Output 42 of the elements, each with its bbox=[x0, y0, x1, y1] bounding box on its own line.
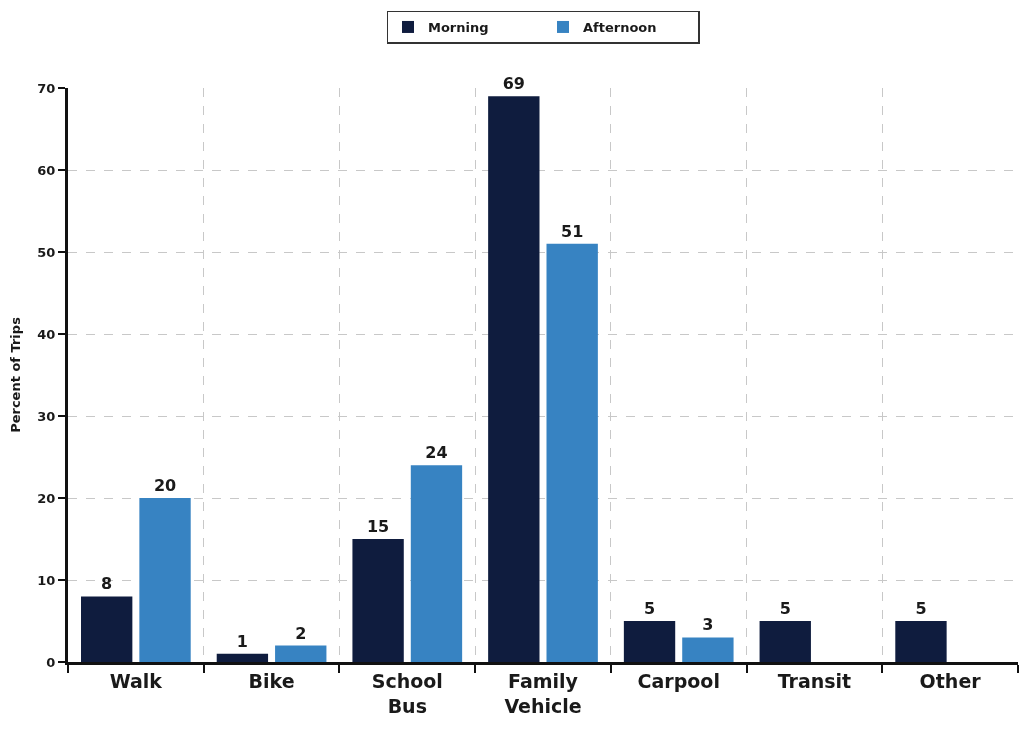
y-axis-title: Percent of Trips bbox=[8, 316, 24, 433]
data-label: 24 bbox=[425, 443, 448, 463]
data-label: 8 bbox=[101, 574, 113, 594]
legend-label: Morning bbox=[428, 20, 489, 36]
bar bbox=[139, 498, 191, 662]
y-tick-label: 40 bbox=[37, 326, 56, 342]
y-tick-label: 70 bbox=[37, 80, 56, 96]
legend-label: Afternoon bbox=[583, 20, 657, 36]
bar bbox=[275, 645, 327, 662]
bar bbox=[352, 539, 404, 662]
y-tick-label: 60 bbox=[37, 162, 56, 178]
data-label: 1 bbox=[236, 631, 248, 651]
y-tick-label: 0 bbox=[46, 654, 56, 670]
data-label: 5 bbox=[643, 599, 656, 618]
x-tick-label: Carpool bbox=[637, 669, 720, 692]
bar bbox=[759, 621, 811, 662]
x-tick-label: Transit bbox=[777, 669, 852, 692]
bar bbox=[216, 653, 269, 662]
y-tick-label: 10 bbox=[37, 572, 56, 588]
bar bbox=[546, 243, 598, 662]
bar bbox=[410, 465, 463, 662]
data-label: 2 bbox=[295, 623, 307, 643]
data-label: 15 bbox=[366, 517, 390, 536]
bar bbox=[682, 637, 734, 662]
data-label: 51 bbox=[561, 221, 584, 241]
data-label: 69 bbox=[502, 74, 525, 94]
x-tick-label: Bike bbox=[248, 669, 295, 692]
y-tick-label: 50 bbox=[37, 244, 56, 260]
data-label: 20 bbox=[153, 476, 177, 495]
x-tick-label: Walk bbox=[109, 669, 163, 692]
bar bbox=[81, 596, 133, 662]
bar bbox=[488, 96, 540, 662]
x-tick-label: Family Vehicle bbox=[504, 669, 582, 717]
y-tick-label: 20 bbox=[37, 490, 56, 506]
data-label: 5 bbox=[779, 599, 791, 618]
data-label: 5 bbox=[915, 599, 927, 618]
bar bbox=[623, 621, 676, 662]
x-tick-label: Other bbox=[919, 669, 982, 692]
y-tick-label: 30 bbox=[37, 408, 56, 424]
x-tick-label: School Bus bbox=[371, 669, 443, 717]
bar bbox=[895, 621, 947, 662]
data-label: 3 bbox=[702, 615, 714, 635]
